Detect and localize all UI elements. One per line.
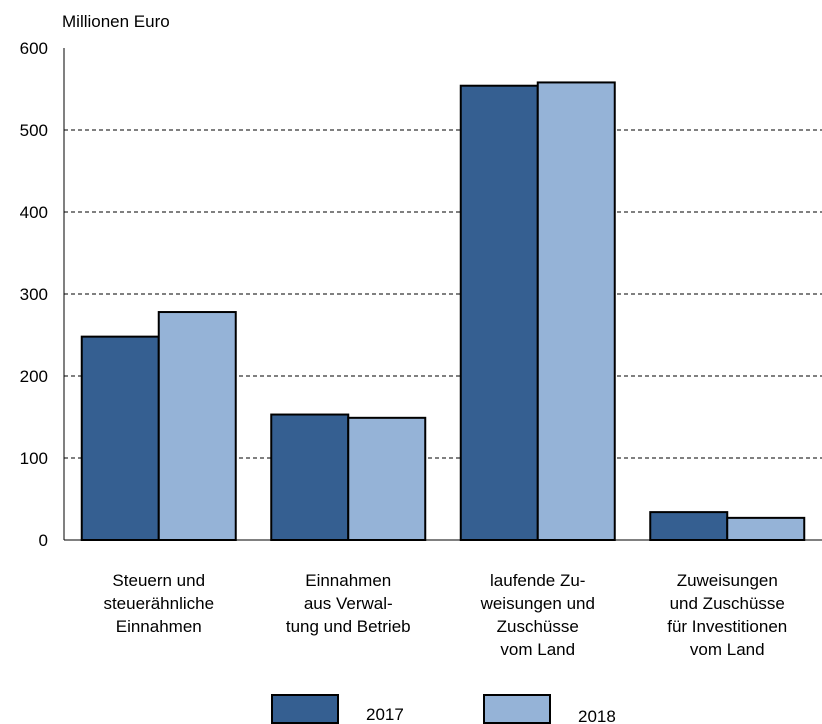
x-category-label: Zuweisungen und Zuschüsse für Investitione… [667, 571, 787, 659]
legend-swatch-2018 [483, 694, 551, 724]
x-category-label-line: vom Land [690, 640, 765, 659]
bar-2018-2 [347, 416, 427, 542]
x-category-label-line: aus Verwal- [304, 594, 393, 613]
x-category-label-line: weisungen und [480, 594, 595, 613]
x-category-label-line: Steuern und [112, 571, 205, 590]
y-tick-labels: 0 100 200 300 400 500 600 [20, 39, 48, 550]
x-category-label-line: laufende Zu- [490, 571, 585, 590]
axes [63, 48, 822, 541]
x-category-label: Steuern und steuerähnliche Einnahmen [103, 571, 214, 636]
x-category-label-line: Einnahmen [305, 571, 391, 590]
legend-label-2017: 2017 [366, 705, 404, 724]
x-category-label-line: tung und Betrieb [286, 617, 411, 636]
x-category-labels: Steuern und steuerähnliche EinnahmenEinnah… [103, 571, 787, 659]
x-category-label: laufende Zu-weisungen und Zuschüsse vom La… [480, 571, 595, 659]
y-tick-label: 100 [20, 449, 48, 468]
y-tick-label: 200 [20, 367, 48, 386]
x-category-label-line: Zuschüsse [497, 617, 579, 636]
bar-2017-3 [459, 84, 539, 541]
legend-swatch-2017 [271, 694, 339, 724]
x-category-label-line: Einnahmen [116, 617, 202, 636]
x-category-label-line: Zuweisungen [677, 571, 778, 590]
x-category-label: Einnahmen aus Verwal-tung und Betrieb [286, 571, 411, 636]
bar-2018-3 [536, 81, 616, 541]
bar-2018-1 [157, 311, 237, 542]
bar-2017-2 [270, 413, 350, 542]
x-category-label-line: für Investitionen [667, 617, 787, 636]
x-category-label-line: vom Land [500, 640, 575, 659]
y-tick-label: 300 [20, 285, 48, 304]
legend-label-2018: 2018 [578, 707, 616, 724]
x-category-label-line: steuerähnliche [103, 594, 214, 613]
bar-2018-4 [726, 516, 806, 541]
bar-2017-4 [649, 511, 729, 541]
y-tick-label: 600 [20, 39, 48, 58]
y-axis-unit-label: Millionen Euro [62, 12, 170, 31]
y-tick-label: 500 [20, 121, 48, 140]
bar-2017-1 [80, 335, 160, 542]
legend: 2017 2018 [271, 694, 616, 724]
bars [80, 81, 806, 542]
y-tick-label: 400 [20, 203, 48, 222]
y-tick-label: 0 [39, 531, 48, 550]
x-category-label-line: und Zuschüsse [670, 594, 785, 613]
